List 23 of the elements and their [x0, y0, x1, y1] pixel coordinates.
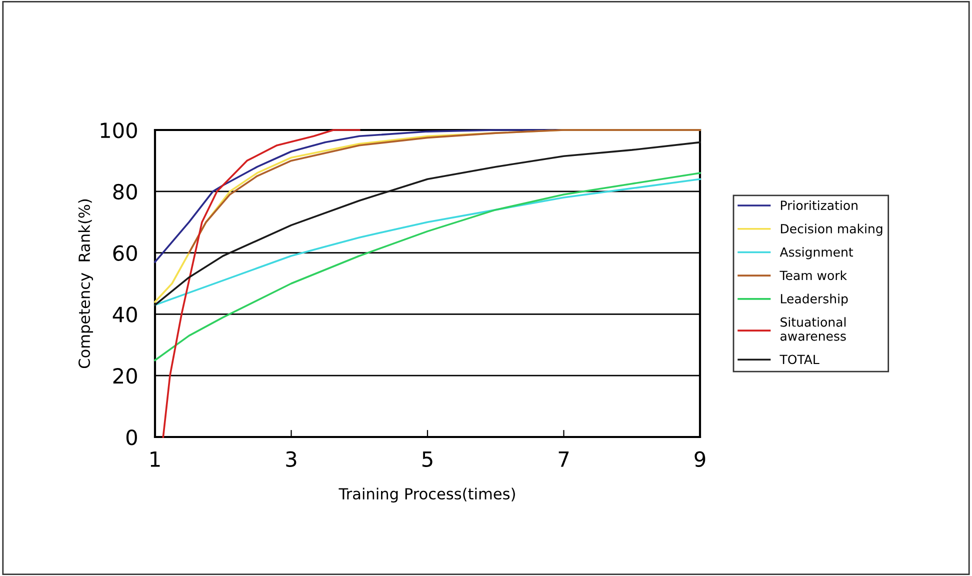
legend-label: Team work: [780, 270, 847, 280]
x-tick-label: 5: [422, 452, 432, 468]
legend-label: Prioritization: [780, 200, 858, 210]
y-tick-label: 20: [113, 368, 137, 384]
y-tick-label: 60: [113, 245, 137, 262]
x-tick-label: 3: [286, 451, 296, 468]
legend-label: Situational awareness: [780, 317, 846, 341]
x-tick-label: 7: [558, 452, 569, 467]
legend-label: Assignment: [780, 247, 854, 260]
line-series: [154, 172, 701, 362]
y-tick-label: 40: [112, 306, 137, 322]
legend-label: Decision making: [780, 224, 882, 236]
x-tick-label: 1: [150, 452, 160, 467]
line-series: [154, 178, 701, 306]
x-tick-label: 9: [694, 451, 706, 468]
line-series: [162, 129, 360, 438]
legend-label: TOTAL: [780, 354, 820, 364]
y-axis-title: Competency Rank(%): [78, 199, 94, 368]
y-tick-label: 100: [100, 122, 137, 138]
y-tick-label: 0: [126, 429, 137, 446]
y-tick-label: 80: [113, 184, 137, 200]
x-axis-title: Training Process(times): [338, 488, 515, 503]
legend-label: Leadership: [780, 294, 848, 306]
